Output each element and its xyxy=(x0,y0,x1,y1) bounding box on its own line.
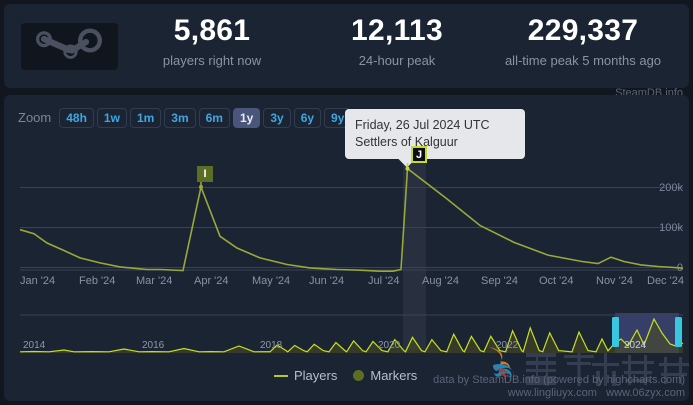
svg-text:Jun '24: Jun '24 xyxy=(309,275,344,287)
svg-text:Nov '24: Nov '24 xyxy=(596,275,633,287)
svg-text:2020: 2020 xyxy=(378,340,401,351)
svg-text:2014: 2014 xyxy=(23,340,46,351)
svg-text:Jan '24: Jan '24 xyxy=(20,275,55,287)
svg-text:Apr '24: Apr '24 xyxy=(194,275,229,287)
svg-text:100k: 100k xyxy=(659,222,683,234)
svg-text:Oct '24: Oct '24 xyxy=(539,275,574,287)
svg-text:May '24: May '24 xyxy=(252,275,290,287)
svg-text:200k: 200k xyxy=(659,182,683,194)
svg-text:Mar '24: Mar '24 xyxy=(136,275,172,287)
svg-text:2016: 2016 xyxy=(142,340,165,351)
svg-text:Dec '24: Dec '24 xyxy=(647,275,684,287)
svg-text:2018: 2018 xyxy=(260,340,283,351)
svg-text:Aug '24: Aug '24 xyxy=(422,275,459,287)
svg-text:Sep '24: Sep '24 xyxy=(481,275,518,287)
svg-text:Jul '24: Jul '24 xyxy=(368,275,399,287)
svg-text:Feb '24: Feb '24 xyxy=(79,275,115,287)
svg-text:2024: 2024 xyxy=(624,340,647,351)
